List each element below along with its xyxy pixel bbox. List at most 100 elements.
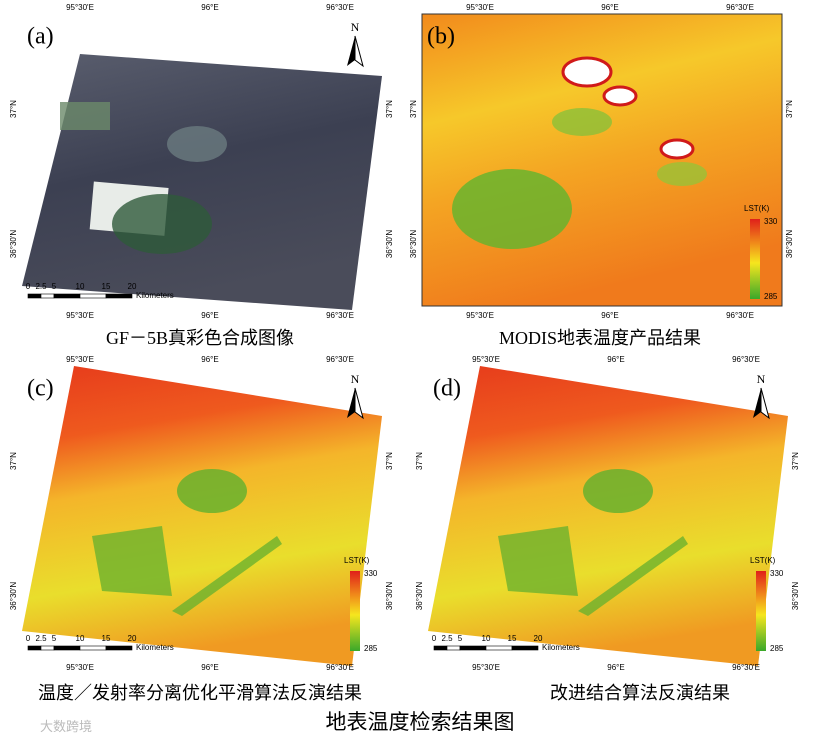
cloud-mask <box>561 56 613 88</box>
legend-max: 330 <box>364 569 378 578</box>
scale-bar-unit: Kilometers <box>136 643 174 652</box>
figure-title: 地表温度检索结果图 <box>326 710 515 734</box>
legend-title: LST(K) <box>750 556 776 565</box>
scale-bar-unit: Kilometers <box>542 643 580 652</box>
longitude-label: 95°30'E <box>66 3 94 12</box>
legend-colorbar <box>750 219 760 299</box>
cloud-mask <box>602 85 638 107</box>
scale-bar-label: 2.5 <box>35 634 47 643</box>
longitude-label: 96°E <box>201 663 218 672</box>
latitude-label: 36°30'N <box>785 230 794 259</box>
longitude-label: 95°30'E <box>66 355 94 364</box>
panel-caption: 改进结合算法反演结果 <box>550 683 730 703</box>
legend-colorbar <box>756 571 766 651</box>
scale-bar-label: 20 <box>534 634 543 643</box>
north-arrow <box>347 388 355 418</box>
north-label: N <box>757 372 766 386</box>
latitude-label: 36°30'N <box>385 230 394 259</box>
north-arrow <box>354 387 364 420</box>
longitude-label: 96°30'E <box>726 311 754 320</box>
legend-min: 285 <box>364 644 378 653</box>
scale-bar-label: 2.5 <box>441 634 453 643</box>
scale-bar-label: 0 <box>26 282 31 291</box>
latitude-label: 37°N <box>791 452 800 470</box>
cool-area <box>583 469 653 513</box>
panel-label: (d) <box>433 376 461 402</box>
watermark: 大数跨境 <box>40 719 92 734</box>
scale-bar-segment <box>40 645 55 651</box>
scale-bar-segment <box>459 645 487 651</box>
scale-bar-label: 0 <box>432 634 437 643</box>
scale-bar-label: 20 <box>128 634 137 643</box>
scale-bar-segment <box>53 293 81 299</box>
north-label: N <box>351 372 360 386</box>
map-image <box>22 54 382 310</box>
longitude-label: 96°30'E <box>732 355 760 364</box>
scale-bar-label: 15 <box>102 282 111 291</box>
legend-max: 330 <box>764 217 778 226</box>
latitude-label: 37°N <box>415 452 424 470</box>
latitude-label: 36°30'N <box>409 230 418 259</box>
scale-bar-label: 5 <box>458 634 463 643</box>
map-panel: (c) 95°30'E 95°30'E 96°E 96°E 96°30'E 96°30'E 3… <box>9 355 394 672</box>
latitude-label: 37°N <box>9 100 18 118</box>
longitude-label: 96°30'E <box>732 663 760 672</box>
north-label: N <box>351 20 360 34</box>
scale-bar-label: 20 <box>128 282 137 291</box>
scale-bar-label: 10 <box>76 282 85 291</box>
latitude-label: 37°N <box>409 100 418 118</box>
longitude-label: 96°E <box>201 355 218 364</box>
scale-bar-segment <box>485 645 513 651</box>
scale-bar-label: 15 <box>102 634 111 643</box>
scale-bar-label: 0 <box>26 634 31 643</box>
scale-bar-label: 5 <box>52 634 57 643</box>
scale-bar-label: 10 <box>482 634 491 643</box>
cool-area <box>92 526 172 596</box>
legend-title: LST(K) <box>344 556 370 565</box>
scale-bar-segment <box>27 645 42 651</box>
cool-area <box>177 469 247 513</box>
longitude-label: 95°30'E <box>466 3 494 12</box>
cool-area <box>552 108 612 136</box>
north-arrow <box>760 387 770 420</box>
panel-caption: 温度／发射率分离优化平滑算法反演结果 <box>38 683 362 703</box>
latitude-label: 37°N <box>385 100 394 118</box>
longitude-label: 96°E <box>601 3 618 12</box>
cloud-mask <box>659 138 695 160</box>
latitude-label: 36°30'N <box>9 230 18 259</box>
legend-min: 285 <box>764 292 778 301</box>
legend-min: 285 <box>770 644 784 653</box>
field <box>60 102 110 130</box>
scale-bar-label: 2.5 <box>35 282 47 291</box>
panel-label: (b) <box>427 24 455 50</box>
scale-bar-segment <box>105 293 133 299</box>
scale-bar-label: 10 <box>76 634 85 643</box>
cool-area <box>578 536 688 616</box>
map-panel: (b) 95°30'E 95°30'E 96°E 96°E 96°30'E 96°30'E 3… <box>409 3 794 320</box>
longitude-label: 96°30'E <box>326 355 354 364</box>
cool-area <box>452 169 572 249</box>
scale-bar-segment <box>433 645 448 651</box>
latitude-label: 36°30'N <box>385 582 394 611</box>
longitude-label: 96°E <box>201 3 218 12</box>
map-image <box>22 366 382 666</box>
scale-bar-label: 15 <box>508 634 517 643</box>
latitude-label: 37°N <box>385 452 394 470</box>
map-panel: (a) 95°30'E 95°30'E 96°E 96°E 96°30'E 96°30'E 3… <box>9 3 394 320</box>
panel-caption: MODIS地表温度产品结果 <box>499 328 701 348</box>
panel-label: (c) <box>27 376 54 402</box>
legend-max: 330 <box>770 569 784 578</box>
longitude-label: 96°E <box>601 311 618 320</box>
lake <box>112 194 212 254</box>
map-image <box>428 366 788 666</box>
longitude-label: 96°30'E <box>326 663 354 672</box>
panel-caption: GF－5B真彩色合成图像 <box>106 328 294 348</box>
longitude-label: 96°30'E <box>726 3 754 12</box>
cool-area <box>498 526 578 596</box>
longitude-label: 96°E <box>607 663 624 672</box>
latitude-label: 36°30'N <box>791 582 800 611</box>
scale-bar-label: 5 <box>52 282 57 291</box>
cool-area <box>657 162 707 186</box>
panel-label: (a) <box>27 24 54 50</box>
